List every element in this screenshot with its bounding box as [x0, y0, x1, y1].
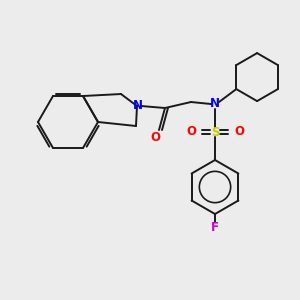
Text: F: F	[211, 220, 219, 233]
Text: O: O	[186, 124, 196, 137]
Text: O: O	[150, 130, 160, 143]
Text: O: O	[234, 124, 244, 137]
Text: N: N	[133, 98, 143, 112]
Text: S: S	[211, 125, 219, 139]
Text: N: N	[210, 97, 220, 110]
